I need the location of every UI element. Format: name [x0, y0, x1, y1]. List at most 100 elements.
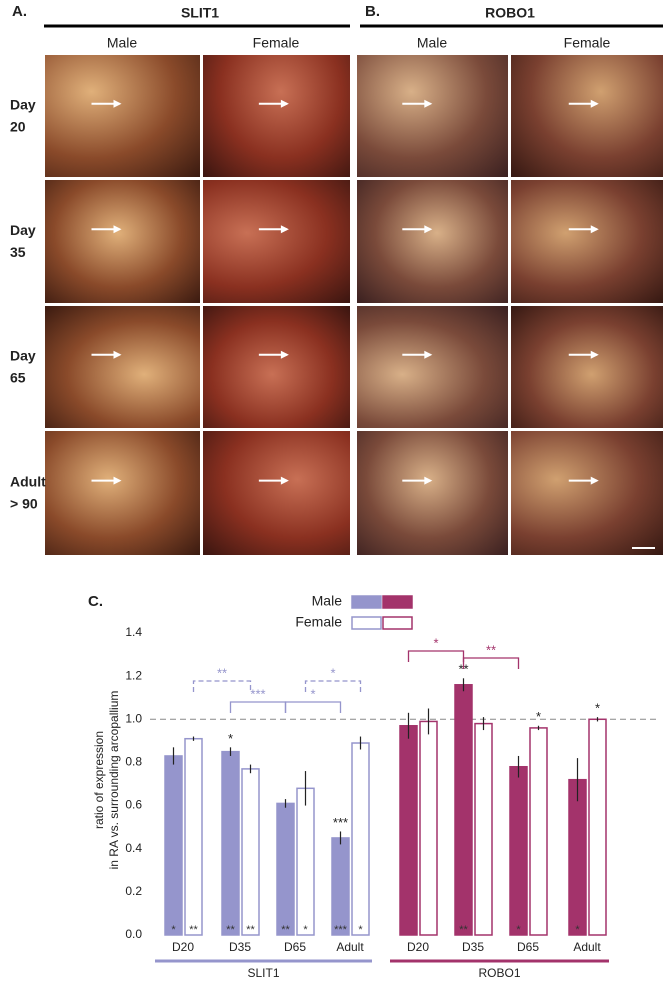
y-axis-label: ratio of expression [92, 731, 106, 829]
bracket-label: * [310, 686, 315, 701]
group-label: ROBO1 [478, 966, 520, 980]
bar [164, 755, 183, 936]
significance-stars: * [171, 924, 176, 936]
x-tick-label: Adult [336, 940, 364, 954]
y-tick-label: 1.4 [125, 625, 142, 639]
column-label: Female [253, 35, 300, 51]
legend-swatch [351, 616, 382, 630]
significance-stars: * [536, 709, 541, 724]
micrograph [357, 306, 508, 428]
significance-stars: * [303, 924, 308, 936]
row-label: 65 [10, 370, 26, 386]
x-tick-label: D65 [517, 940, 539, 954]
panel-label: B. [365, 3, 380, 20]
row-label: Day [10, 348, 36, 364]
arrow-head [590, 350, 599, 359]
significance-stars: * [358, 924, 363, 936]
arrow-head [113, 476, 122, 485]
x-tick-label: D35 [462, 940, 484, 954]
arrow-head [280, 350, 289, 359]
bar [331, 837, 350, 936]
micrograph [511, 55, 663, 177]
bar [568, 778, 587, 936]
bracket-label: * [433, 635, 438, 650]
panel-label: C. [88, 593, 103, 610]
x-tick-label: D35 [229, 940, 251, 954]
micrograph [45, 180, 200, 303]
bracket-label: * [330, 665, 335, 680]
bar [474, 722, 493, 936]
bar [588, 718, 607, 936]
micrograph [203, 55, 350, 177]
significance-stars: * [228, 731, 233, 746]
x-tick-label: Adult [573, 940, 601, 954]
panel-title: ROBO1 [485, 5, 535, 21]
significance-bracket [284, 701, 342, 713]
legend-swatch [382, 616, 413, 630]
arrow-head [280, 225, 289, 234]
bar [419, 720, 438, 936]
bar [454, 684, 473, 936]
row-label: Day [10, 222, 36, 238]
micrograph [203, 431, 350, 555]
micrograph [357, 55, 508, 177]
arrow-head [424, 99, 433, 108]
x-tick-label: D20 [407, 940, 429, 954]
bar [296, 787, 315, 936]
micrograph [203, 306, 350, 428]
row-label: 20 [10, 119, 26, 135]
y-tick-label: 1.2 [125, 668, 142, 682]
significance-stars: * [516, 924, 521, 936]
y-tick-label: 0.8 [125, 755, 142, 769]
y-tick-label: 1.0 [125, 711, 142, 725]
significance-stars: *** [334, 924, 348, 936]
micrograph [357, 180, 508, 303]
significance-stars: ** [246, 924, 255, 936]
column-label: Female [564, 35, 611, 51]
arrow-head [113, 99, 122, 108]
arrow-head [590, 225, 599, 234]
row-label: Day [10, 97, 36, 113]
arrow-head [590, 99, 599, 108]
arrow-head [424, 225, 433, 234]
micrograph [45, 431, 200, 555]
legend-label: Male [312, 593, 343, 609]
legend-swatch [382, 595, 413, 609]
bracket-label: ** [217, 665, 227, 680]
significance-stars: ** [458, 662, 468, 677]
micrograph [511, 431, 663, 555]
bar [184, 737, 203, 936]
panel-label: A. [12, 3, 27, 20]
micrograph [511, 180, 663, 303]
x-tick-label: D20 [172, 940, 194, 954]
group-label: SLIT1 [247, 966, 279, 980]
row-label: Adult [10, 474, 46, 490]
arrow-head [280, 99, 289, 108]
panel-title: SLIT1 [181, 5, 219, 21]
bar [276, 802, 295, 936]
y-tick-label: 0.6 [125, 798, 142, 812]
micrograph [357, 431, 508, 555]
significance-stars: ** [189, 924, 198, 936]
significance-bracket [462, 657, 520, 669]
y-tick-label: 0.4 [125, 841, 142, 855]
significance-stars: ** [281, 924, 290, 936]
row-label: > 90 [10, 496, 38, 512]
bracket-label: *** [250, 686, 265, 701]
significance-stars: *** [333, 815, 348, 830]
bar [351, 742, 370, 936]
y-tick-label: 0.2 [125, 884, 142, 898]
bar [509, 765, 528, 936]
arrow-head [424, 476, 433, 485]
micrograph [45, 55, 200, 177]
significance-stars: * [575, 924, 580, 936]
significance-stars: ** [226, 924, 235, 936]
micrograph [511, 306, 663, 428]
bar [529, 727, 548, 936]
significance-bracket [229, 701, 287, 713]
column-label: Male [417, 35, 448, 51]
row-label: 35 [10, 244, 26, 260]
bracket-label: ** [486, 642, 496, 657]
